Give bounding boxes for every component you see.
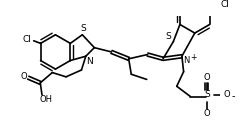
Text: +: + [190,53,196,62]
Text: N: N [183,56,189,65]
Text: N: N [86,57,92,66]
Text: S: S [165,32,171,41]
Text: O: O [223,90,230,99]
Text: -: - [232,92,235,102]
Text: S: S [80,24,86,33]
Text: S: S [204,90,210,99]
Text: OH: OH [40,95,53,104]
Text: O: O [203,73,210,82]
Text: Cl: Cl [22,35,31,44]
Text: O: O [21,72,27,81]
Text: Cl: Cl [221,0,230,9]
Text: O: O [203,109,210,118]
